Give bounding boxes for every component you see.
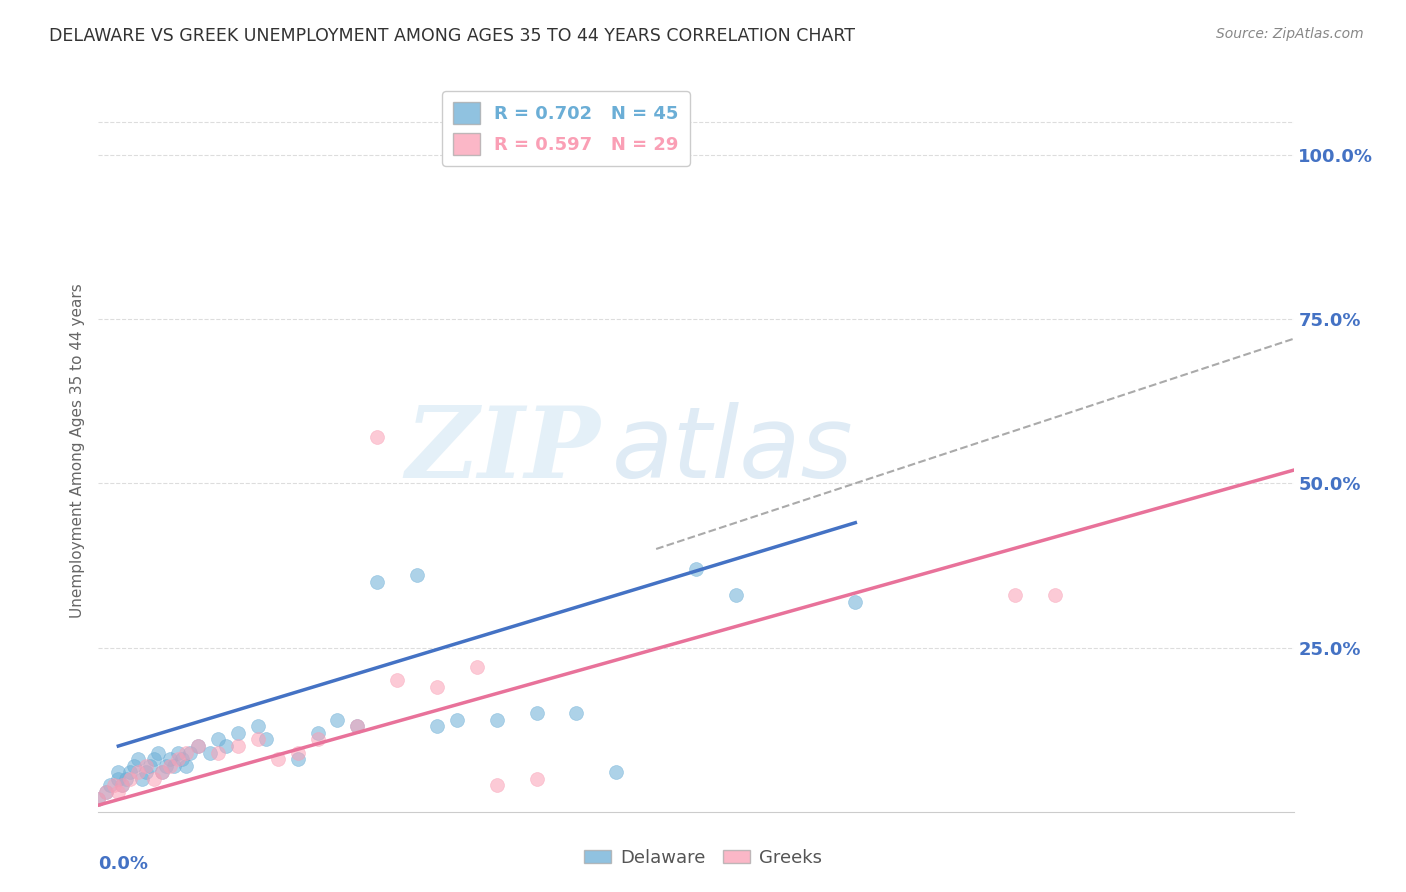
Point [366,574,388,589]
Point [174,758,197,772]
Point [143,772,166,786]
Point [115,772,138,786]
Point [127,765,149,780]
Point [326,713,349,727]
Point [87,791,110,805]
Text: DELAWARE VS GREEK UNEMPLOYMENT AMONG AGES 35 TO 44 YEARS CORRELATION CHART: DELAWARE VS GREEK UNEMPLOYMENT AMONG AGE… [49,27,855,45]
Text: Source: ZipAtlas.com: Source: ZipAtlas.com [1216,27,1364,41]
Point [98,779,122,793]
Point [287,746,309,760]
Point [406,568,429,582]
Point [207,732,229,747]
Point [107,785,129,799]
Point [107,765,129,780]
Point [226,739,249,753]
Point [426,719,449,733]
Point [150,765,173,780]
Point [226,726,249,740]
Point [167,752,190,766]
Point [844,594,866,608]
Point [120,772,142,786]
Point [124,758,146,772]
Y-axis label: Unemployment Among Ages 35 to 44 years: Unemployment Among Ages 35 to 44 years [69,283,84,618]
Point [724,588,747,602]
Point [1043,588,1066,602]
Point [526,706,548,721]
Point [111,779,134,793]
Point [103,779,125,793]
Point [159,758,181,772]
Point [426,680,449,694]
Point [139,758,162,772]
Text: ZIP: ZIP [405,402,600,499]
Point [159,752,181,766]
Point [1004,588,1026,602]
Point [267,752,290,766]
Point [187,739,209,753]
Point [96,785,118,799]
Text: 0.0%: 0.0% [98,855,149,873]
Point [254,732,277,747]
Point [120,765,142,780]
Point [87,791,110,805]
Point [96,785,118,799]
Point [172,752,194,766]
Point [485,779,508,793]
Point [605,765,627,780]
Point [385,673,409,688]
Point [346,719,368,733]
Legend: Delaware, Greeks: Delaware, Greeks [576,842,830,874]
Point [127,752,149,766]
Point [135,765,157,780]
Point [465,660,488,674]
Point [307,726,329,740]
Point [163,758,186,772]
Point [150,765,173,780]
Point [207,746,229,760]
Point [143,752,166,766]
Point [107,772,129,786]
Point [148,746,170,760]
Legend: R = 0.702   N = 45, R = 0.597   N = 29: R = 0.702 N = 45, R = 0.597 N = 29 [441,91,690,166]
Point [565,706,588,721]
Point [131,772,153,786]
Point [155,758,177,772]
Point [287,752,309,766]
Point [246,732,269,747]
Point [246,719,269,733]
Point [526,772,548,786]
Point [111,779,134,793]
Point [167,746,190,760]
Point [215,739,238,753]
Point [187,739,209,753]
Point [346,719,368,733]
Point [307,732,329,747]
Point [179,746,201,760]
Point [198,746,221,760]
Point [485,713,508,727]
Point [685,562,707,576]
Point [366,430,388,444]
Point [174,746,197,760]
Text: atlas: atlas [613,402,853,499]
Point [446,713,468,727]
Point [135,758,157,772]
